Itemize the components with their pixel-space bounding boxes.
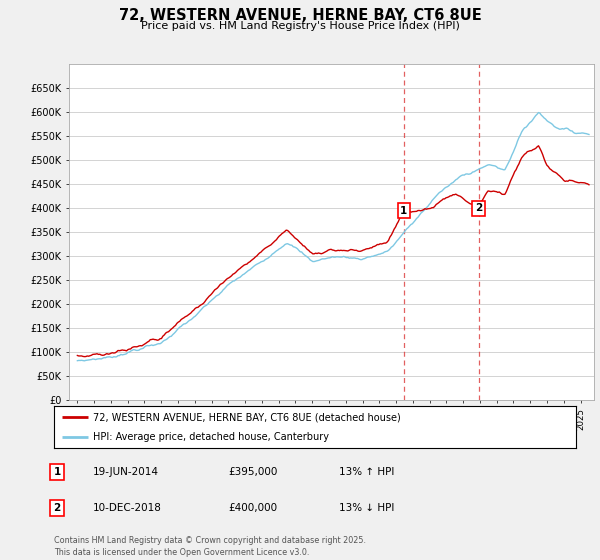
- Text: £400,000: £400,000: [228, 503, 277, 513]
- Text: 13% ↑ HPI: 13% ↑ HPI: [339, 467, 394, 477]
- Text: HPI: Average price, detached house, Canterbury: HPI: Average price, detached house, Cant…: [93, 432, 329, 442]
- Text: 1: 1: [400, 206, 407, 216]
- Text: 10-DEC-2018: 10-DEC-2018: [93, 503, 162, 513]
- Text: 72, WESTERN AVENUE, HERNE BAY, CT6 8UE: 72, WESTERN AVENUE, HERNE BAY, CT6 8UE: [119, 8, 481, 24]
- Text: 13% ↓ HPI: 13% ↓ HPI: [339, 503, 394, 513]
- Text: £395,000: £395,000: [228, 467, 277, 477]
- Text: 19-JUN-2014: 19-JUN-2014: [93, 467, 159, 477]
- Text: 2: 2: [53, 503, 61, 513]
- Text: 1: 1: [53, 467, 61, 477]
- Text: Contains HM Land Registry data © Crown copyright and database right 2025.
This d: Contains HM Land Registry data © Crown c…: [54, 536, 366, 557]
- Text: 2: 2: [475, 203, 482, 213]
- Text: 72, WESTERN AVENUE, HERNE BAY, CT6 8UE (detached house): 72, WESTERN AVENUE, HERNE BAY, CT6 8UE (…: [93, 412, 401, 422]
- Text: Price paid vs. HM Land Registry's House Price Index (HPI): Price paid vs. HM Land Registry's House …: [140, 21, 460, 31]
